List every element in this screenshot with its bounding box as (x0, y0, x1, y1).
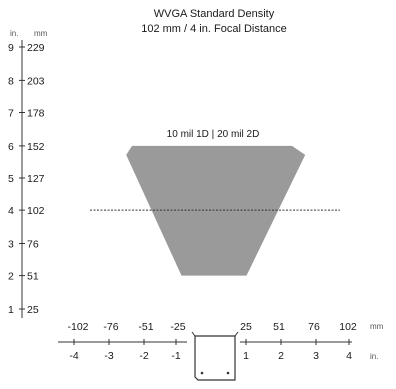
y-tick-in-7: 7 (8, 108, 14, 120)
x-tick-in--4: -4 (69, 350, 78, 362)
y-tick-mm-25: 25 (27, 304, 39, 316)
x-unit-in: in. (370, 352, 378, 361)
y-tick-mm-51: 51 (27, 271, 39, 283)
y-tick-mm-229: 229 (27, 42, 45, 54)
y-unit-mm: mm (34, 29, 48, 38)
x-tick-in-1: 1 (243, 350, 249, 362)
scanner-device-icon (191, 331, 239, 381)
x-tick-mm--25: -25 (170, 321, 185, 333)
y-tick-mm-127: 127 (27, 173, 45, 185)
y-tick-in-8: 8 (8, 75, 14, 87)
y-tick-mm-76: 76 (27, 239, 39, 251)
chart-subtitle: 102 mm / 4 in. Focal Distance (141, 23, 287, 35)
x-tick-mm-102: 102 (339, 321, 357, 333)
y-tick-mm-102: 102 (27, 205, 45, 217)
y-axis-ticks: 1 25 2 51 3 76 4 102 5 127 6 152 7 178 8 203 9 229 (8, 42, 45, 316)
y-unit-in: in. (10, 29, 18, 38)
y-tick-in-1: 1 (8, 304, 14, 316)
x-tick-in--3: -3 (104, 350, 113, 362)
x-axis-ticks: -102 -76 -51 -25 25 51 76 102 -4 -3 -2 -1 1 2 3 4 (67, 321, 356, 362)
y-tick-mm-152: 152 (27, 141, 45, 153)
read-zone-area (126, 145, 306, 276)
x-unit-mm: mm (370, 322, 384, 331)
y-tick-in-3: 3 (8, 239, 14, 251)
x-tick-in--1: -1 (171, 350, 180, 362)
x-tick-mm-25: 25 (240, 321, 252, 333)
y-tick-in-2: 2 (8, 271, 14, 283)
y-tick-in-6: 6 (8, 141, 14, 153)
x-tick-mm--102: -102 (67, 321, 88, 333)
y-tick-in-5: 5 (8, 173, 14, 185)
x-tick-mm-76: 76 (308, 321, 320, 333)
x-tick-in-2: 2 (278, 350, 284, 362)
x-tick-mm--76: -76 (103, 321, 118, 333)
y-tick-in-4: 4 (8, 205, 14, 217)
y-tick-in-9: 9 (8, 42, 14, 54)
y-tick-mm-178: 178 (27, 108, 45, 120)
chart-title: WVGA Standard Density (154, 8, 275, 20)
x-tick-in-4: 4 (346, 350, 352, 362)
x-tick-in-3: 3 (313, 350, 319, 362)
x-tick-in--2: -2 (139, 350, 148, 362)
y-tick-mm-203: 203 (27, 75, 45, 87)
x-tick-mm-51: 51 (273, 321, 285, 333)
x-tick-mm--51: -51 (138, 321, 153, 333)
read-zone-label: 10 mil 1D | 20 mil 2D (167, 129, 260, 140)
